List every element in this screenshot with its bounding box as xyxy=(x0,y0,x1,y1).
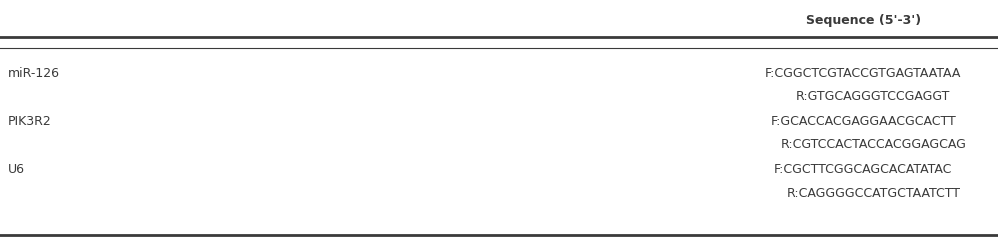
Text: F:CGGCTCGTACCGTGAGTAATAA: F:CGGCTCGTACCGTGAGTAATAA xyxy=(765,67,961,80)
Text: R:GTGCAGGGTCCGAGGT: R:GTGCAGGGTCCGAGGT xyxy=(796,90,950,102)
Text: F:GCACCACGAGGAACGCACTT: F:GCACCACGAGGAACGCACTT xyxy=(770,115,956,128)
Text: miR-126: miR-126 xyxy=(8,67,60,80)
Text: R:CAGGGGCCATGCTAATCTT: R:CAGGGGCCATGCTAATCTT xyxy=(786,187,960,200)
Text: F:CGCTTCGGCAGCACATATAC: F:CGCTTCGGCAGCACATATAC xyxy=(774,163,952,176)
Text: U6: U6 xyxy=(8,163,25,176)
Text: PIK3R2: PIK3R2 xyxy=(8,115,52,128)
Text: Sequence (5'-3'): Sequence (5'-3') xyxy=(805,14,921,27)
Text: R:CGTCCACTACCACGGAGCAG: R:CGTCCACTACCACGGAGCAG xyxy=(780,138,966,150)
